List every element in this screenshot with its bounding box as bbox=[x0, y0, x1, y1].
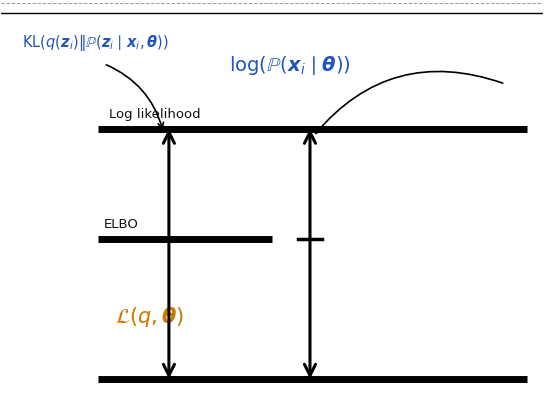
Text: ELBO: ELBO bbox=[104, 218, 139, 231]
Text: $\log(\mathbb{P}(\boldsymbol{x}_i \mid \boldsymbol{\theta}))$: $\log(\mathbb{P}(\boldsymbol{x}_i \mid \… bbox=[228, 54, 350, 77]
Text: Log likelihood: Log likelihood bbox=[109, 109, 201, 122]
Text: $\mathrm{KL}(q(\boldsymbol{z}_i) \| \mathbb{P}(\boldsymbol{z}_i \mid \boldsymbol: $\mathrm{KL}(q(\boldsymbol{z}_i) \| \mat… bbox=[22, 33, 169, 53]
Text: $\mathcal{L}(q, \boldsymbol{\theta})$: $\mathcal{L}(q, \boldsymbol{\theta})$ bbox=[115, 305, 184, 329]
